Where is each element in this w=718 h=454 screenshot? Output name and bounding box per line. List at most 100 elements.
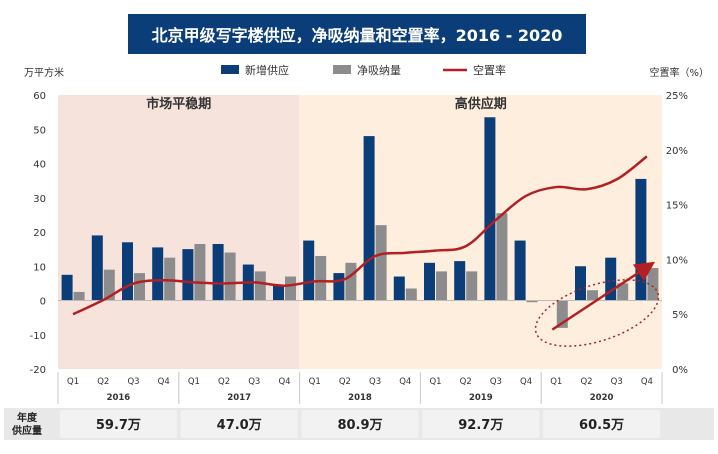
annotation-arrow — [551, 261, 656, 331]
annual-supply-cell — [422, 410, 540, 438]
bar-net-absorption — [134, 273, 145, 301]
x-tick-quarter: Q4 — [520, 377, 532, 387]
bar-net-absorption — [103, 269, 115, 301]
bar-new-supply — [122, 242, 133, 301]
bar-net-absorption — [285, 276, 296, 301]
x-tick-quarter: Q2 — [460, 377, 472, 387]
annual-supply-value: 80.9万 — [337, 418, 382, 433]
x-tick-quarter: Q4 — [158, 377, 170, 387]
bar-new-supply — [152, 247, 164, 301]
x-tick-quarter: Q2 — [339, 377, 351, 387]
legend-label: 净吸纳量 — [357, 63, 401, 77]
bar-net-absorption — [436, 271, 447, 301]
bar-net-absorption — [556, 300, 568, 328]
y-right-tick: 0% — [672, 365, 688, 376]
legend-label: 新增供应 — [245, 63, 289, 77]
x-tick-quarter: Q1 — [429, 377, 441, 387]
bar-net-absorption — [647, 267, 659, 301]
y-left-tick: 30 — [33, 194, 46, 205]
bar-new-supply — [333, 273, 345, 301]
annual-supply-cell — [543, 410, 660, 438]
x-tick-quarter: Q1 — [188, 377, 200, 387]
annual-supply-value: 92.7万 — [458, 418, 503, 433]
annual-supply-label-line2: 供应量 — [11, 424, 42, 437]
bar-net-absorption — [496, 213, 508, 301]
bar-net-absorption — [617, 283, 629, 301]
y-right-tick: 5% — [672, 310, 688, 321]
bar-net-absorption — [345, 262, 357, 301]
annual-supply-cell — [180, 410, 298, 438]
bar-net-absorption — [73, 291, 85, 301]
legend-swatch — [333, 65, 351, 74]
line-vacancy-rate — [72, 155, 648, 316]
annual-supply-cell — [60, 410, 177, 438]
x-tick-quarter: Q4 — [641, 377, 653, 387]
x-tick-quarter: Q3 — [127, 377, 139, 387]
x-tick-quarter: Q1 — [67, 377, 79, 387]
bar-net-absorption — [254, 271, 266, 301]
y-right-tick: 10% — [666, 255, 688, 266]
phase-label-high-supply: 高供应期 — [455, 96, 507, 112]
x-tick-quarter: Q3 — [369, 377, 381, 387]
x-tick-quarter: Q1 — [309, 377, 321, 387]
bar-net-absorption — [164, 257, 176, 301]
x-tick-quarter: Q4 — [278, 377, 290, 387]
y-right-label: 空置率（%） — [649, 66, 709, 79]
bar-new-supply — [424, 262, 435, 301]
bar-new-supply — [393, 276, 405, 301]
annual-supply-cell — [301, 410, 419, 438]
x-tick-quarter: Q2 — [218, 377, 230, 387]
x-tick-quarter: Q3 — [611, 377, 623, 387]
bar-new-supply — [484, 117, 496, 301]
x-tick-year: 2017 — [227, 393, 251, 403]
annual-supply-value: 47.0万 — [217, 418, 262, 433]
bar-new-supply — [363, 136, 375, 301]
x-tick-quarter: Q2 — [580, 377, 592, 387]
x-tick-quarter: Q4 — [399, 377, 411, 387]
bar-new-supply — [273, 285, 284, 301]
bar-net-absorption — [194, 243, 206, 301]
bar-new-supply — [454, 261, 466, 301]
phase-label-stable: 市场平稳期 — [146, 96, 211, 112]
annual-supply-value: 60.5万 — [579, 418, 624, 433]
bar-net-absorption — [587, 290, 598, 301]
annual-supply-label-line1: 年度 — [17, 411, 38, 424]
x-tick-quarter: Q1 — [550, 377, 562, 387]
bar-new-supply — [635, 178, 647, 301]
y-left-tick: -10 — [30, 331, 46, 342]
phase-band-high-supply — [299, 95, 662, 369]
bar-new-supply — [303, 240, 315, 301]
y-left-tick: 10 — [33, 262, 46, 273]
x-tick-quarter: Q2 — [97, 377, 109, 387]
annotation-ellipse — [534, 279, 660, 347]
x-tick-year: 2019 — [469, 393, 493, 403]
bar-net-absorption — [224, 252, 236, 301]
annual-supply-value: 59.7万 — [96, 418, 141, 433]
x-tick-quarter: Q3 — [248, 377, 260, 387]
x-tick-year: 2016 — [107, 393, 131, 403]
y-left-tick: -20 — [30, 365, 46, 376]
chart-title: 北京甲级写字楼供应，净吸纳量和空置率，2016 - 2020 — [128, 14, 586, 54]
y-left-tick: 40 — [33, 160, 46, 171]
y-left-unit: 万平方米 — [24, 66, 64, 79]
legend-swatch — [221, 65, 239, 74]
bar-net-absorption — [375, 225, 387, 301]
phase-band-stable — [58, 95, 300, 369]
bar-new-supply — [61, 274, 73, 301]
bar-net-absorption — [315, 255, 327, 301]
y-right-tick: 25% — [666, 91, 688, 102]
bar-net-absorption — [466, 271, 478, 301]
y-left-tick: 50 — [33, 125, 46, 136]
bar-new-supply — [514, 240, 526, 301]
legend-label: 空置率 — [473, 63, 506, 77]
bar-new-supply — [182, 249, 194, 301]
x-tick-quarter: Q3 — [490, 377, 502, 387]
bar-new-supply — [212, 243, 224, 301]
bar-new-supply — [605, 257, 617, 301]
y-right-tick: 20% — [666, 146, 688, 157]
bar-new-supply — [575, 266, 586, 301]
bar-new-supply — [91, 235, 103, 301]
y-left-tick: 60 — [33, 91, 46, 102]
